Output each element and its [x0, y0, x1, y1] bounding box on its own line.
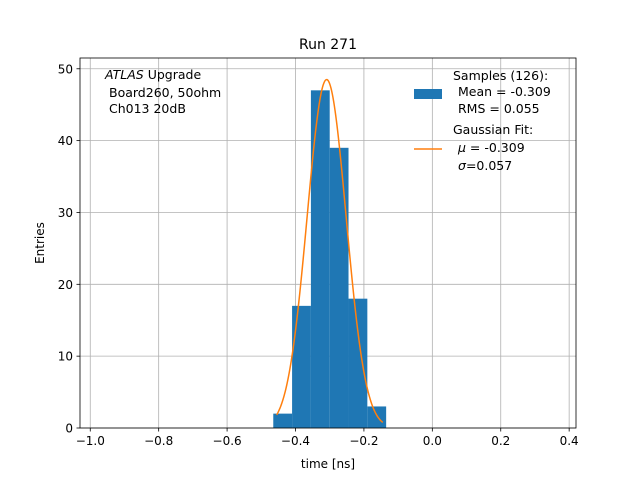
histogram-bar — [367, 406, 387, 428]
legend-sigma-value: =0.057 — [466, 158, 512, 173]
chart-title: Run 271 — [299, 37, 357, 53]
x-axis-label: time [ns] — [301, 457, 355, 471]
axes-frame — [79, 57, 577, 429]
histogram-bar — [348, 298, 368, 428]
y-axis-ticks: 0 10 20 30 40 50 — [58, 62, 80, 436]
y-tick-label: 0 — [65, 422, 73, 436]
y-tick-label: 20 — [58, 278, 73, 292]
annotation-upgrade: Upgrade — [144, 67, 202, 82]
annotation-atlas: ATLAS — [104, 67, 144, 82]
legend-mu-symbol: μ — [457, 140, 466, 155]
legend-samples-title: Samples (126): — [453, 68, 548, 83]
legend-fit-sigma: σ=0.057 — [458, 158, 512, 173]
x-tick-label: −0.4 — [281, 434, 310, 448]
histogram-bar — [329, 147, 349, 428]
legend-samples-swatch — [414, 89, 442, 99]
y-tick-label: 40 — [58, 134, 73, 148]
legend-samples-mean: Mean = -0.309 — [458, 84, 551, 99]
legend-sigma-symbol: σ — [458, 158, 467, 173]
x-axis-ticks: −1.0 −0.8 −0.6 −0.4 −0.2 0.0 0.2 0.4 — [76, 428, 579, 448]
y-tick-label: 50 — [58, 62, 73, 76]
annotation-line-2: Board260, 50ohm — [109, 85, 221, 100]
histogram-bar — [310, 90, 330, 429]
histogram-bar — [292, 305, 311, 428]
x-tick-label: 0.0 — [423, 434, 442, 448]
legend-samples-rms: RMS = 0.055 — [458, 101, 540, 116]
x-tick-label: −0.6 — [213, 434, 242, 448]
atlas-annotation: ATLAS Upgrade Board260, 50ohm Ch013 20dB — [104, 67, 221, 116]
y-axis-label: Entries — [33, 222, 47, 264]
y-tick-label: 10 — [58, 350, 73, 364]
x-tick-label: −0.2 — [349, 434, 378, 448]
x-tick-label: 0.4 — [560, 434, 579, 448]
legend-fit-title: Gaussian Fit: — [453, 122, 533, 137]
x-tick-label: −1.0 — [76, 434, 105, 448]
legend-mu-value: = -0.309 — [466, 140, 525, 155]
annotation-line-1: ATLAS Upgrade — [104, 67, 201, 82]
legend-fit-mu: μ = -0.309 — [457, 140, 525, 155]
annotation-line-3: Ch013 20dB — [109, 101, 186, 116]
gaussian-fit-curve — [276, 78, 384, 424]
histogram-bars — [273, 90, 387, 429]
legend: Samples (126): Mean = -0.309 RMS = 0.055… — [414, 68, 551, 173]
y-tick-label: 30 — [58, 206, 73, 220]
x-tick-label: −0.8 — [144, 434, 173, 448]
histogram-bar — [273, 413, 293, 428]
x-tick-label: 0.2 — [491, 434, 510, 448]
